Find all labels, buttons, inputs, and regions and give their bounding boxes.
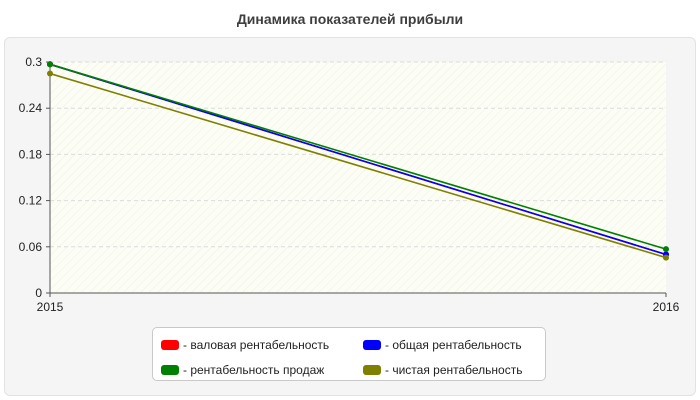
chart-title: Динамика показателей прибыли (236, 11, 464, 27)
x-tick-label: 2016 (653, 300, 680, 314)
grid-lines (50, 61, 666, 248)
legend-label-total: - общая рентабельность (385, 338, 522, 353)
legend-label-gross: - валовая рентабельность (183, 338, 330, 353)
legend-item-gross[interactable]: - валовая рентабельность (161, 335, 363, 356)
series-line (49, 72, 667, 259)
y-tick-labels: 0 0.06 0.12 0.18 0.24 0.3 (19, 55, 50, 300)
y-tick-label: 0 (35, 286, 42, 300)
series-line (49, 63, 667, 250)
series-lines (47, 61, 669, 261)
x-tick-label: 2015 (37, 300, 64, 314)
y-tick-label: 0.12 (19, 194, 43, 208)
legend-swatch-gross (161, 340, 179, 351)
data-point[interactable] (47, 61, 53, 68)
plot-area (50, 62, 666, 293)
y-tick-label: 0.3 (25, 55, 42, 69)
axes (49, 62, 666, 294)
series-line (49, 63, 667, 256)
legend-item-total[interactable]: - общая рентабельность (363, 335, 543, 356)
legend-item-sales[interactable]: - рентабельность продаж (161, 360, 363, 381)
y-tick-label: 0.18 (19, 147, 43, 161)
y-tick-label: 0.06 (19, 240, 43, 254)
legend-swatch-sales (161, 364, 179, 375)
legend-swatch-total (363, 340, 381, 351)
data-point[interactable] (47, 70, 53, 77)
legend-label-net: - чистая рентабельность (385, 362, 523, 377)
data-point[interactable] (663, 254, 669, 261)
legend-item-net[interactable]: - чистая рентабельность (363, 360, 543, 381)
x-tick-labels: 2015 2016 (37, 293, 680, 314)
y-tick-label: 0.24 (19, 101, 43, 115)
legend: - валовая рентабельность - общая рентабе… (152, 327, 546, 381)
legend-label-sales: - рентабельность продаж (183, 362, 325, 377)
legend-swatch-net (363, 364, 381, 375)
data-point[interactable] (663, 246, 669, 253)
